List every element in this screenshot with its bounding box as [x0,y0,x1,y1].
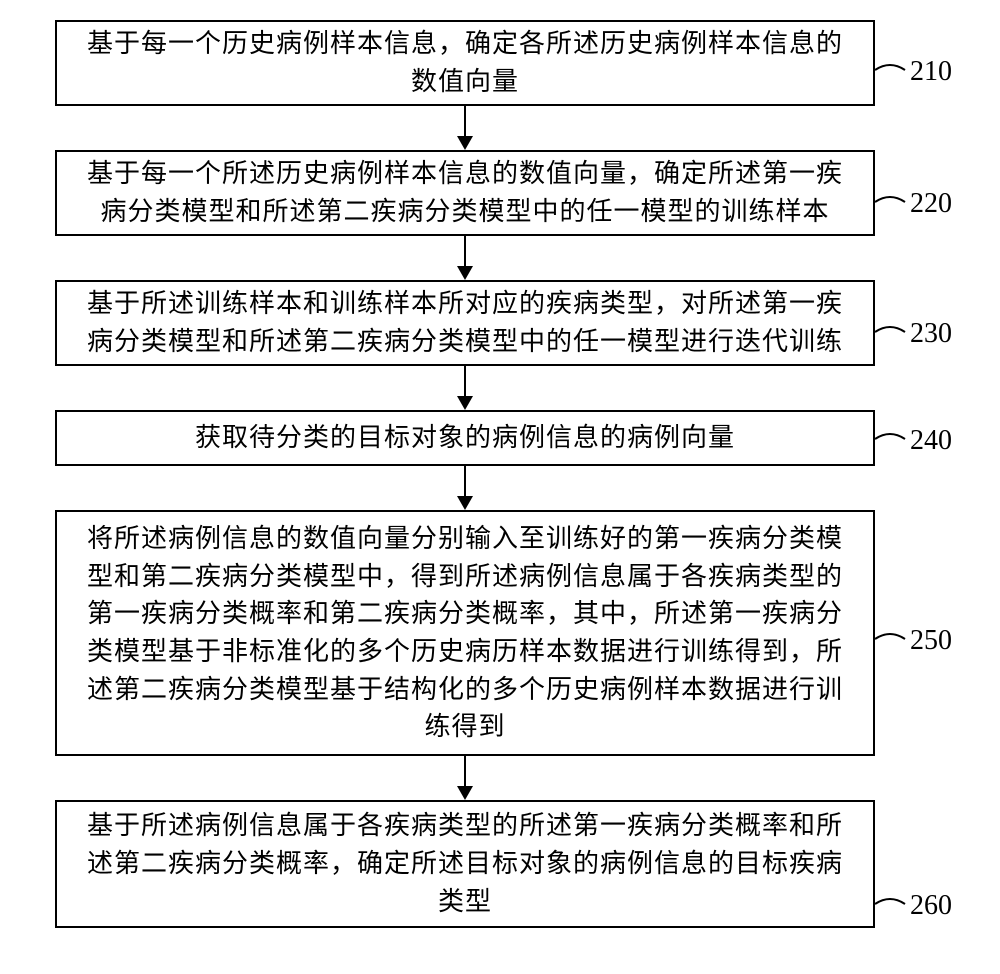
flow-arrow [453,756,477,800]
flow-arrow [453,366,477,410]
flowchart-canvas: 基于每一个历史病例样本信息，确定各所述历史病例样本信息的数值向量 210 基于每一个… [0,0,1000,974]
flow-step-label-230: 230 [910,318,952,350]
leader-line [875,320,909,344]
flow-step-label-220: 220 [910,188,952,220]
flow-step-label-260: 260 [910,890,952,922]
flow-arrow [453,466,477,510]
flow-step-text: 获取待分类的目标对象的病例信息的病例向量 [195,419,735,457]
flow-step-label-250: 250 [910,625,952,657]
flow-step-text: 基于每一个历史病例样本信息，确定各所述历史病例样本信息的数值向量 [77,25,853,100]
flow-step-text: 基于每一个所述历史病例样本信息的数值向量，确定所述第一疾病分类模型和所述第二疾病… [77,155,853,230]
flow-step-text: 基于所述病例信息属于各疾病类型的所述第一疾病分类概率和所述第二疾病分类概率，确定… [77,807,853,920]
flow-step-s260: 基于所述病例信息属于各疾病类型的所述第一疾病分类概率和所述第二疾病分类概率，确定… [55,800,875,928]
flow-step-s240: 获取待分类的目标对象的病例信息的病例向量 [55,410,875,466]
leader-line [875,627,909,651]
leader-line [875,58,909,82]
flow-step-s250: 将所述病例信息的数值向量分别输入至训练好的第一疾病分类模型和第二疾病分类模型中，… [55,510,875,756]
flow-arrow [453,236,477,280]
flow-step-text: 将所述病例信息的数值向量分别输入至训练好的第一疾病分类模型和第二疾病分类模型中，… [77,520,853,746]
flow-step-label-240: 240 [910,425,952,457]
flow-step-s220: 基于每一个所述历史病例样本信息的数值向量，确定所述第一疾病分类模型和所述第二疾病… [55,150,875,236]
leader-line [875,190,909,214]
flow-step-label-210: 210 [910,56,952,88]
flow-step-s230: 基于所述训练样本和训练样本所对应的疾病类型，对所述第一疾病分类模型和所述第二疾病… [55,280,875,366]
leader-line [875,427,909,451]
flow-step-text: 基于所述训练样本和训练样本所对应的疾病类型，对所述第一疾病分类模型和所述第二疾病… [77,285,853,360]
flow-arrow [453,106,477,150]
flow-step-s210: 基于每一个历史病例样本信息，确定各所述历史病例样本信息的数值向量 [55,20,875,106]
leader-line [875,892,909,916]
